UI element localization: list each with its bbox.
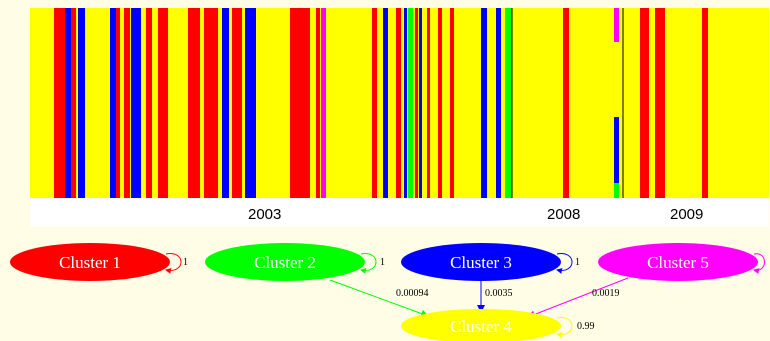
timeline-bar-cluster-3 bbox=[496, 8, 501, 198]
timeline-bar-cluster-3 bbox=[110, 8, 116, 198]
timeline-bar-cluster-3 bbox=[481, 8, 487, 198]
cluster-5-self-loop bbox=[753, 253, 765, 274]
timeline-bar-cluster-2 bbox=[505, 8, 508, 198]
timeline-bar-cluster-2 bbox=[614, 183, 619, 198]
timeline-bar-cluster-1 bbox=[71, 8, 76, 198]
timeline-bar-cluster-1 bbox=[415, 8, 418, 198]
timeline-bar-cluster-2 bbox=[508, 8, 512, 198]
cluster-5-label: Cluster 5 bbox=[647, 253, 709, 272]
cluster-4-label: Cluster 4 bbox=[450, 317, 512, 336]
cluster-2-loop-label: 1 bbox=[380, 257, 385, 268]
year-label-2009: 2009 bbox=[670, 206, 704, 223]
cluster-2-node bbox=[205, 243, 365, 281]
timeline-bar-cluster-3 bbox=[131, 8, 141, 198]
cluster-5-node bbox=[598, 243, 758, 281]
timeline-bar-cluster-5 bbox=[321, 8, 326, 198]
cluster-1-node bbox=[10, 243, 170, 281]
cluster-2-label: Cluster 2 bbox=[254, 253, 316, 272]
edge-cluster2-to-cluster4 bbox=[329, 279, 429, 318]
timeline-bar-cluster-1 bbox=[124, 8, 130, 198]
edge-label-c3-c4: 0.0035 bbox=[485, 288, 513, 299]
timeline-bar-cluster-1 bbox=[450, 8, 454, 198]
timeline-bar-cluster-1 bbox=[396, 8, 401, 198]
cluster-3-loop-label: 1 bbox=[575, 257, 580, 268]
timeline-bar-cluster-1 bbox=[116, 8, 120, 198]
cluster-3-self-loop bbox=[556, 253, 573, 274]
year-label-2008: 2008 bbox=[547, 206, 581, 223]
timeline-bar-cluster-5 bbox=[614, 8, 619, 42]
timeline-bar-cluster-3 bbox=[222, 8, 229, 198]
timeline-bar-cluster-1 bbox=[438, 8, 442, 198]
timeline-bar-cluster-3 bbox=[614, 117, 619, 183]
timeline-bar-cluster-3 bbox=[245, 8, 256, 198]
cluster-1-label: Cluster 1 bbox=[59, 253, 121, 272]
timeline-bar-cluster-3 bbox=[419, 8, 422, 198]
timeline-bar-cluster-2 bbox=[408, 8, 413, 198]
timeline-bar-cluster-1 bbox=[563, 8, 569, 198]
timeline-bar-cluster-1 bbox=[146, 8, 152, 198]
year-axis bbox=[30, 198, 769, 227]
edge-label-c5-c4: 0.0019 bbox=[592, 288, 620, 299]
cluster-3-label: Cluster 3 bbox=[450, 253, 512, 272]
timeline-bar-cluster-1 bbox=[204, 8, 218, 198]
timeline-bar-cluster-1 bbox=[188, 8, 200, 198]
year-label-2003: 2003 bbox=[248, 206, 282, 223]
timeline-bar-cluster-1 bbox=[54, 8, 65, 198]
cluster-3-node bbox=[401, 243, 561, 281]
timeline-bar-cluster-1 bbox=[316, 8, 320, 198]
timeline-bar-cluster-1 bbox=[232, 8, 242, 198]
edge-label-c2-c4: 0.00094 bbox=[396, 288, 429, 299]
cluster-1-self-loop bbox=[165, 253, 182, 274]
timeline-bar-cluster-1 bbox=[702, 8, 708, 198]
cluster-1-loop-label: 1 bbox=[183, 257, 188, 268]
cluster-2-self-loop bbox=[360, 253, 377, 274]
edge-cluster5-to-cluster4 bbox=[527, 277, 629, 319]
timeline-bar-cluster-3 bbox=[404, 8, 407, 198]
timeline-bar-cluster-3 bbox=[78, 8, 85, 198]
timeline-bars bbox=[54, 8, 708, 198]
cluster-4-node bbox=[401, 309, 561, 341]
timeline-bar-cluster-1 bbox=[290, 8, 310, 198]
timeline-bar-cluster-3 bbox=[383, 8, 388, 198]
timeline-bar-cluster-3 bbox=[65, 8, 71, 198]
cluster-4-loop-label: 0.99 bbox=[577, 321, 595, 332]
timeline-bar-cluster-1 bbox=[372, 8, 377, 198]
timeline-bar-cluster-1 bbox=[427, 8, 430, 198]
cluster-4-self-loop bbox=[556, 317, 573, 338]
timeline-bar-cluster-1 bbox=[158, 8, 168, 198]
cluster-timeline-strip bbox=[30, 8, 769, 198]
timeline-bar-cluster-1 bbox=[655, 8, 665, 198]
timeline-bar-cluster-1 bbox=[640, 8, 649, 198]
